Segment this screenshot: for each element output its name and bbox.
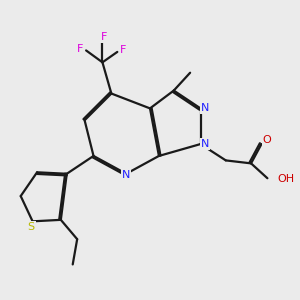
Text: OH: OH	[277, 174, 294, 184]
Text: F: F	[101, 32, 107, 42]
Text: N: N	[201, 103, 209, 113]
Text: F: F	[120, 45, 126, 56]
Text: F: F	[77, 44, 83, 54]
Text: N: N	[122, 170, 130, 180]
Text: N: N	[201, 139, 209, 149]
Text: S: S	[28, 222, 35, 232]
Text: O: O	[262, 136, 271, 146]
